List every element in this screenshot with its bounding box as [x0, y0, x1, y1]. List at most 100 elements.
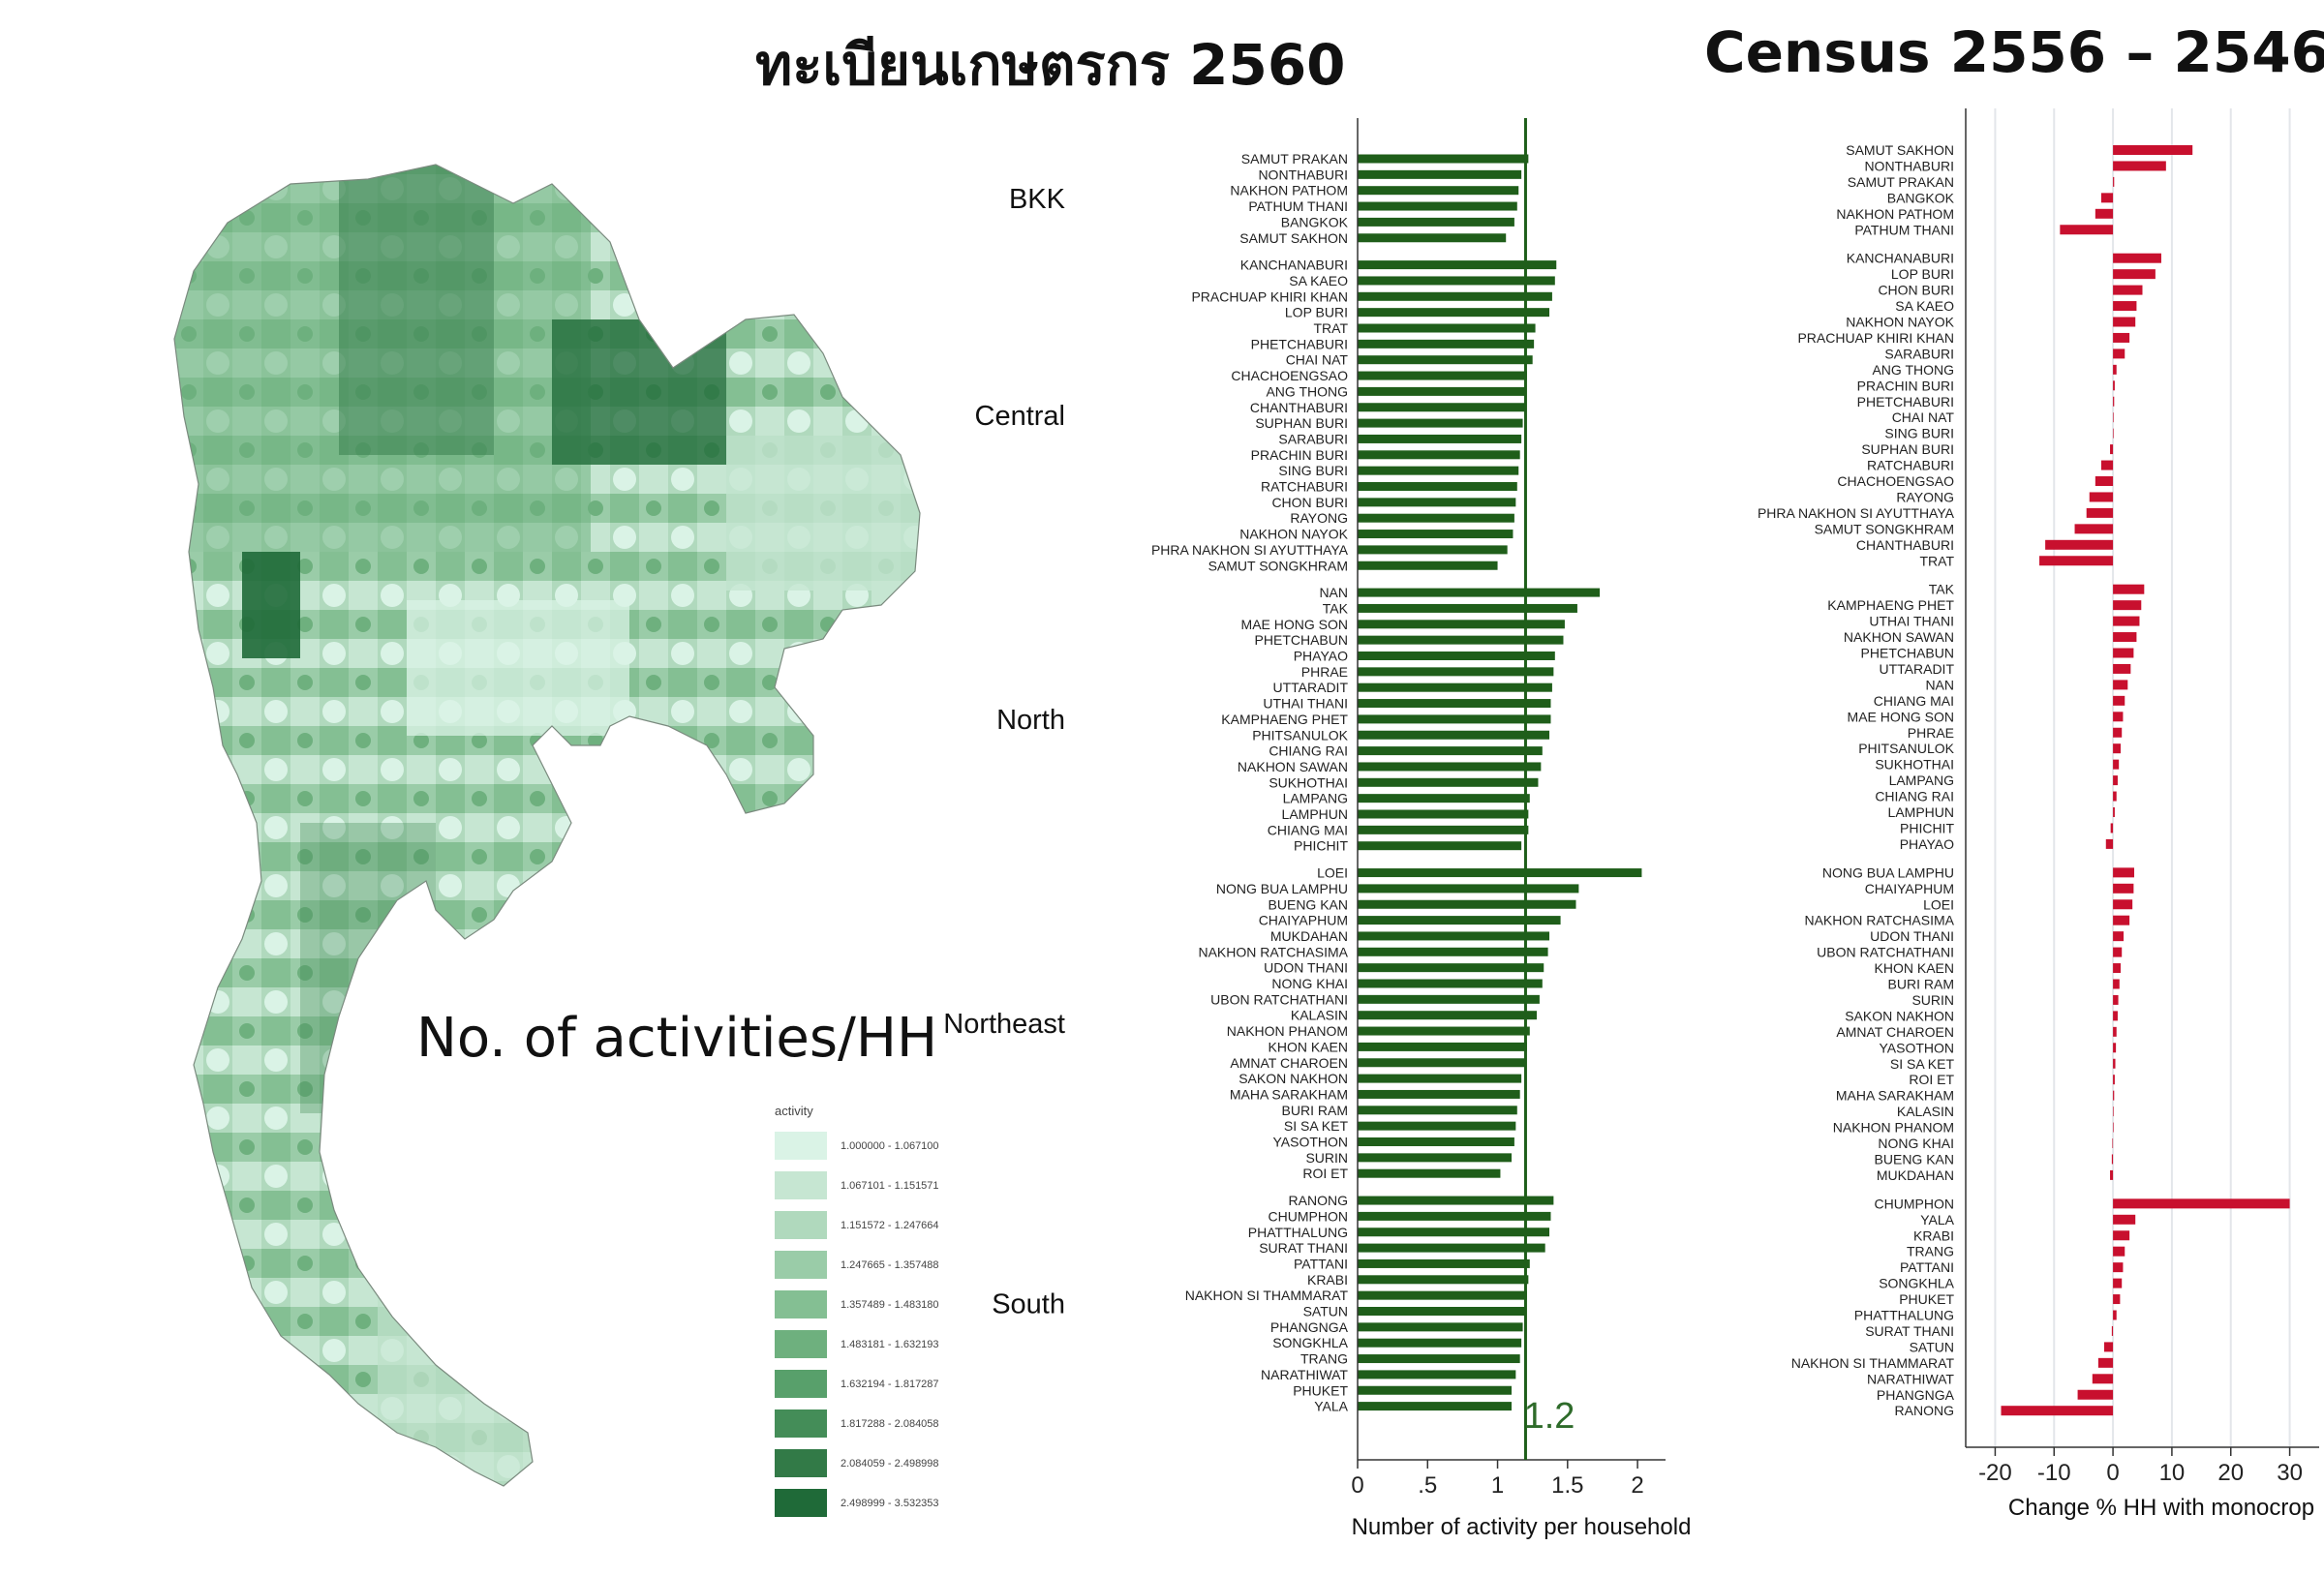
region-label: BKK — [1009, 184, 1066, 215]
province-label: SAMUT SONGKHRAM — [1208, 558, 1348, 573]
province-label: PHRA NAKHON SI AYUTTHAYA — [1151, 542, 1349, 558]
province-label: SAMUT SAKHON — [1239, 230, 1348, 246]
region-label: Central — [975, 401, 1066, 432]
province-label: RATCHABURI — [1261, 479, 1348, 495]
province-label: LOP BURI — [1285, 305, 1348, 320]
activity-bar — [1358, 825, 1529, 834]
province-label: LAMPHUN — [1282, 806, 1348, 822]
activity-bar — [1358, 513, 1514, 523]
province-label: RAYONG — [1290, 510, 1348, 526]
province-label: CHIANG RAI — [1269, 743, 1348, 759]
activity-bar — [1358, 682, 1552, 692]
activity-bar — [1358, 1354, 1520, 1364]
reference-line-label: 1.2 — [1524, 1396, 1575, 1437]
province-label: MAE HONG SON — [1241, 617, 1348, 632]
province-label: PHUKET — [1293, 1382, 1348, 1398]
activity-bar — [1358, 603, 1577, 613]
activity-bar — [1358, 434, 1522, 443]
activity-bar — [1358, 1026, 1530, 1036]
activity-bar — [1358, 931, 1550, 941]
province-label: TRAT — [1313, 320, 1348, 336]
activity-bar — [1358, 260, 1557, 270]
legend-swatch — [775, 1290, 827, 1318]
activity-bar — [1358, 1402, 1512, 1411]
province-label: YALA — [1314, 1399, 1348, 1414]
province-label: NAKHON SAWAN — [1238, 759, 1348, 774]
province-label: BUENG KAN — [1269, 896, 1348, 912]
activity-bar — [1358, 561, 1498, 570]
province-label: SA KAEO — [1289, 273, 1348, 288]
activity-bar — [1358, 1074, 1522, 1083]
legend-item: 1.247665 - 1.357488 — [775, 1251, 1007, 1279]
activity-bar — [1358, 545, 1508, 555]
activity-bar — [1358, 1322, 1523, 1332]
province-label: NONG KHAI — [1271, 976, 1348, 991]
legend-swatch — [775, 1251, 827, 1279]
activity-bar — [1358, 730, 1550, 740]
x-axis-title: Number of activity per household — [1352, 1514, 1692, 1540]
province-label: PATTANI — [1294, 1256, 1348, 1271]
activity-bar — [1358, 1290, 1527, 1300]
legend-item: 1.483181 - 1.632193 — [775, 1330, 1007, 1358]
activity-bar — [1358, 386, 1526, 396]
activity-bar — [1358, 588, 1601, 597]
activity-bar — [1358, 620, 1565, 629]
province-label: BANGKOK — [1281, 214, 1349, 229]
activity-bar — [1358, 777, 1539, 787]
activity-bar — [1358, 746, 1543, 756]
activity-bar — [1358, 1058, 1526, 1068]
province-label: MAHA SARAKHAM — [1230, 1086, 1348, 1102]
legend-label: 1.357489 - 1.483180 — [841, 1298, 939, 1311]
right-chart-title: Census 2556 – 2546 — [1704, 19, 2324, 85]
province-label: RANONG — [1289, 1193, 1348, 1208]
activity-bar — [1358, 1275, 1529, 1285]
legend-swatch — [775, 1409, 827, 1438]
map-legend: activity 1.000000 - 1.067100 1.067101 - 1… — [775, 1104, 1007, 1529]
province-label: SI SA KET — [1284, 1118, 1349, 1134]
province-label: PHATTHALUNG — [1248, 1225, 1348, 1240]
activity-bar — [1358, 418, 1523, 428]
province-label: NAKHON NAYOK — [1239, 527, 1348, 542]
activity-bar — [1358, 884, 1579, 894]
activity-bar — [1358, 1168, 1501, 1178]
province-label: ROI ET — [1302, 1166, 1348, 1181]
province-label: SATUN — [1303, 1304, 1348, 1319]
legend-swatch — [775, 1132, 827, 1160]
legend-label: 1.817288 - 2.084058 — [841, 1417, 939, 1430]
legend-swatch — [775, 1370, 827, 1398]
activity-bar — [1358, 963, 1544, 973]
province-label: NONG BUA LAMPHU — [1216, 881, 1348, 896]
region-label: Northeast — [943, 1009, 1065, 1040]
province-label: PRACHIN BURI — [1251, 447, 1348, 463]
activity-bar — [1358, 714, 1551, 724]
activity-bar — [1358, 355, 1533, 365]
activity-bar — [1358, 1338, 1522, 1348]
activity-bar — [1358, 450, 1520, 460]
province-label: KAMPHAENG PHET — [1221, 712, 1348, 727]
legend-item: 2.084059 - 2.498998 — [775, 1449, 1007, 1477]
activity-bar — [1358, 1385, 1512, 1395]
activity-bar — [1358, 652, 1555, 660]
activity-bar — [1358, 498, 1516, 507]
province-label: NAKHON SI THAMMARAT — [1185, 1288, 1349, 1303]
province-label: SUKHOTHAI — [1269, 774, 1348, 790]
province-label: CHACHOENGSAO — [1231, 368, 1348, 383]
province-label: KHON KAEN — [1269, 1039, 1348, 1054]
activity-bar — [1358, 635, 1564, 645]
legend-swatch — [775, 1449, 827, 1477]
activity-bar — [1358, 1258, 1530, 1268]
map-caption: No. of activities/HH — [416, 1007, 938, 1070]
activity-bar — [1358, 994, 1540, 1004]
activity-bar — [1358, 201, 1517, 211]
legend-label: 1.067101 - 1.151571 — [841, 1179, 939, 1192]
province-label: CHON BURI — [1271, 495, 1348, 510]
legend-label: 1.632194 - 1.817287 — [841, 1378, 939, 1390]
legend-rows: 1.000000 - 1.067100 1.067101 - 1.151571 1.… — [775, 1132, 1007, 1517]
province-label: PHITSANULOK — [1252, 727, 1348, 743]
province-label: CHUMPHON — [1269, 1208, 1348, 1224]
legend-swatch — [775, 1489, 827, 1517]
legend-label: 1.151572 - 1.247664 — [841, 1219, 939, 1231]
left-chart-title: ทะเบียนเกษตรกร 2560 — [755, 32, 1346, 98]
activity-bar — [1358, 308, 1550, 318]
